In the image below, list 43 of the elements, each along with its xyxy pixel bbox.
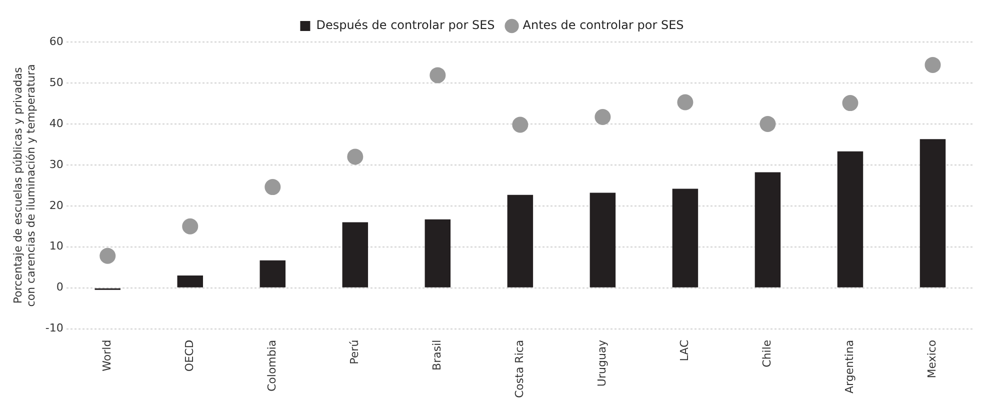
bar xyxy=(920,139,946,288)
bar xyxy=(177,276,204,288)
x-tick-label: Chile xyxy=(760,340,774,368)
point xyxy=(182,218,198,234)
y-tick-label: 40 xyxy=(49,116,64,130)
point xyxy=(100,248,116,264)
legend-label: Antes de controlar por SES xyxy=(522,18,684,32)
bar xyxy=(260,260,286,288)
point xyxy=(760,116,776,132)
x-tick-label: Uruguay xyxy=(596,339,609,387)
point xyxy=(842,95,858,112)
bar xyxy=(342,222,368,288)
x-tick-label: LAC xyxy=(678,340,692,362)
y-tick-label: -10 xyxy=(45,322,64,335)
legend-label: Después de controlar por SES xyxy=(316,18,495,32)
x-tick-label: Mexico xyxy=(926,340,939,378)
point xyxy=(347,148,364,165)
point xyxy=(677,94,694,110)
point xyxy=(594,108,611,125)
y-tick-label: 60 xyxy=(49,34,64,48)
y-axis-title: Porcentaje de escuelas públicas y privadas con carencias de iluminación y temperatura xyxy=(11,64,38,307)
bar xyxy=(507,194,534,288)
point xyxy=(264,179,281,196)
point xyxy=(512,116,528,133)
x-tick-label: Costa Rica xyxy=(513,340,526,398)
bar xyxy=(590,192,616,288)
x-tick-label: Argentina xyxy=(843,340,856,394)
x-tick-label: Perú xyxy=(348,340,362,364)
bar xyxy=(837,151,864,288)
x-tick-label: OECD xyxy=(182,340,196,372)
y-tick-label: 30 xyxy=(49,158,64,171)
bar xyxy=(424,219,451,288)
y-tick-label: 20 xyxy=(49,198,64,212)
point xyxy=(430,67,446,84)
bar xyxy=(672,188,698,288)
x-tick-label: Colombia xyxy=(266,340,279,392)
y-tick-label: 0 xyxy=(56,280,64,294)
point xyxy=(924,56,941,73)
y-tick-label: 50 xyxy=(49,76,64,89)
x-tick-label: Brasil xyxy=(430,340,444,370)
y-tick-label: 10 xyxy=(49,240,64,253)
x-tick-label: World xyxy=(100,340,114,372)
bar xyxy=(754,172,781,288)
